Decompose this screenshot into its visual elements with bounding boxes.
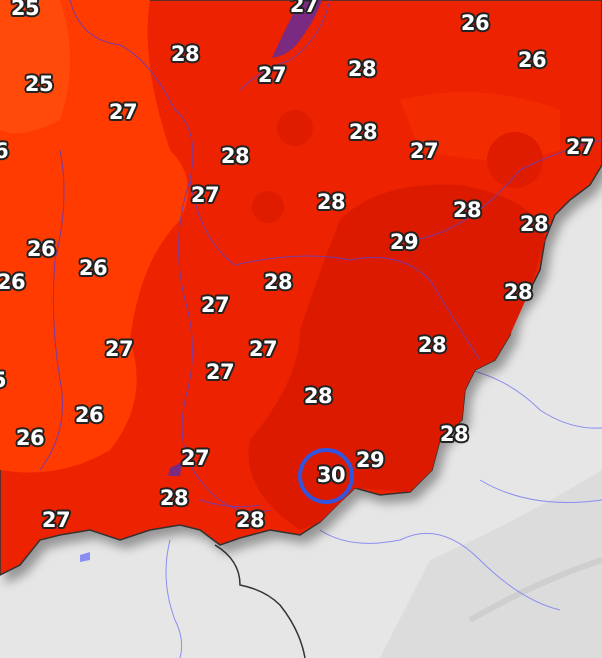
temp-label[interactable]: 28 — [503, 280, 533, 304]
temp-label[interactable]: 26 — [15, 426, 45, 450]
max-temperature-marker[interactable] — [298, 448, 354, 504]
temp-label[interactable]: 25 — [0, 368, 7, 392]
temp-label[interactable]: 28 — [417, 333, 447, 357]
temp-label[interactable]: 28 — [220, 144, 250, 168]
temp-label[interactable]: 25 — [24, 72, 54, 96]
temp-label[interactable]: 26 — [0, 270, 26, 294]
temp-label[interactable]: 27 — [565, 135, 595, 159]
temp-label[interactable]: 28 — [235, 508, 265, 532]
temp-label[interactable]: 28 — [263, 270, 293, 294]
temp-label[interactable]: 26 — [460, 11, 490, 35]
temp-label[interactable]: 28 — [159, 486, 189, 510]
temp-label[interactable]: 28 — [303, 384, 333, 408]
temp-label[interactable]: 28 — [348, 120, 378, 144]
temp-label[interactable]: 26 — [26, 237, 56, 261]
temp-label[interactable]: 27 — [248, 337, 278, 361]
country-border-outside — [214, 544, 306, 658]
temp-label[interactable]: 28 — [519, 212, 549, 236]
temp-label[interactable]: 28 — [170, 42, 200, 66]
temp-label[interactable]: 27 — [180, 446, 210, 470]
outside-lake — [80, 552, 90, 562]
temp-label[interactable]: 27 — [200, 293, 230, 317]
temp-label[interactable]: 27 — [41, 508, 71, 532]
temp-label[interactable]: 27 — [205, 360, 235, 384]
temp-label[interactable]: 26 — [74, 403, 104, 427]
temp-label[interactable]: 29 — [389, 230, 419, 254]
temp-label[interactable]: 26 — [517, 48, 547, 72]
region-borders — [39, 0, 602, 513]
temp-label[interactable]: 26 — [78, 256, 108, 280]
temp-label[interactable]: 28 — [316, 190, 346, 214]
temp-label[interactable]: 27 — [409, 139, 439, 163]
temp-label[interactable]: 27 — [108, 100, 138, 124]
temp-label[interactable]: 27 — [104, 337, 134, 361]
lake — [272, 0, 322, 58]
lake-small — [168, 462, 182, 476]
temp-label[interactable]: 25 — [10, 0, 40, 20]
temp-label[interactable]: 29 — [355, 448, 385, 472]
temp-label[interactable]: 28 — [452, 198, 482, 222]
outside-rivers — [165, 369, 602, 658]
temp-label[interactable]: 27 — [257, 63, 287, 87]
temperature-zones — [0, 0, 560, 530]
temp-label[interactable]: 26 — [0, 139, 9, 163]
temp-label[interactable]: 27 — [289, 0, 319, 17]
temp-label[interactable]: 28 — [347, 57, 377, 81]
temp-label[interactable]: 27 — [190, 183, 220, 207]
temp-label[interactable]: 28 — [439, 422, 469, 446]
